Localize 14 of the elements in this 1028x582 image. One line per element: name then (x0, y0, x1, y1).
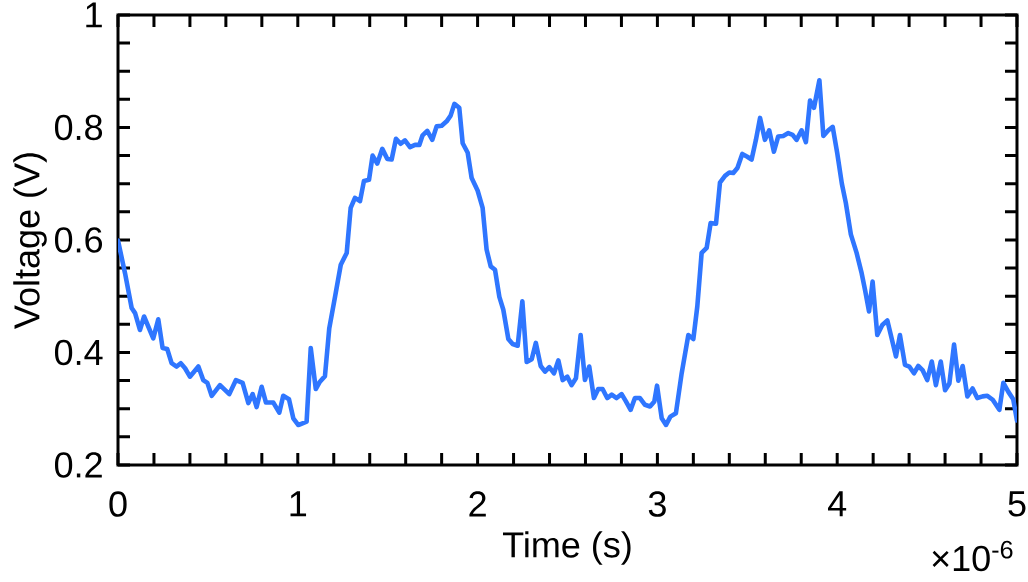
x-tick-label: 0 (109, 491, 127, 517)
y-tick-label: 0.2 (54, 452, 102, 478)
y-tick-label: 1 (86, 2, 102, 28)
y-tick-label: 0.6 (54, 227, 103, 253)
x-tick-label: 4 (828, 491, 847, 517)
text: ×10$^{-6}$ (932, 540, 1013, 572)
x-tick-label: 5 (1008, 491, 1026, 517)
x-axis-title: Time (s) (502, 531, 631, 565)
y-tick-label: 0.4 (54, 339, 103, 366)
x-tick-label: 1 (290, 491, 307, 517)
x-tick-label: 2 (469, 491, 486, 517)
x-tick-label: 3 (648, 491, 666, 517)
y-axis-title: Voltage (V) (13, 153, 47, 329)
y-tick-label: 0.8 (54, 114, 103, 141)
